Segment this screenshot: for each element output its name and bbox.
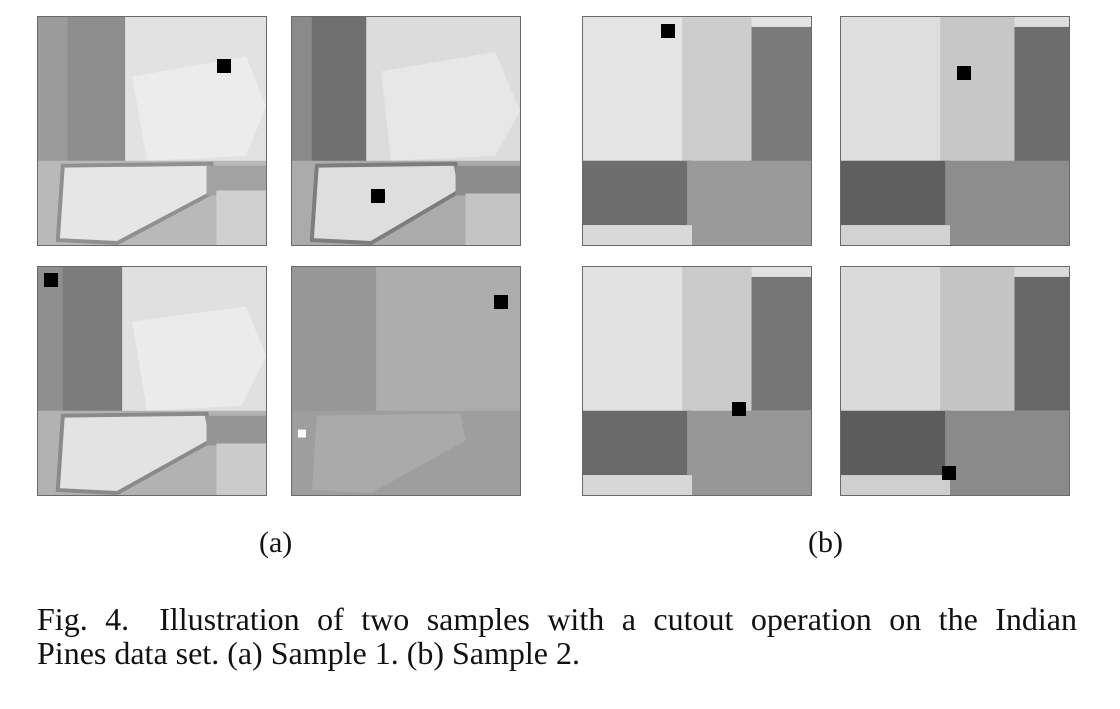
sample1-view1-patch <box>37 16 267 246</box>
cutout-mask <box>217 59 231 73</box>
sample1-view4-patch <box>291 266 521 496</box>
sample2-view1-patch <box>582 16 812 246</box>
cutout-mask <box>732 402 746 416</box>
subfigure-label-a: (a) <box>259 526 293 559</box>
sample1-view2-patch <box>291 16 521 246</box>
sample2-view4-patch <box>840 266 1070 496</box>
subfigure-label-b: (b) <box>808 526 843 559</box>
sample1-view3-patch <box>37 266 267 496</box>
caption-text-line-1: Illustration of two samples with a cutou… <box>159 601 1078 637</box>
sample2-view3-patch <box>582 266 812 496</box>
cutout-mask <box>661 24 675 38</box>
cutout-mask <box>957 66 971 80</box>
cutout-mask <box>494 295 508 309</box>
caption-text-line-2: Pines data set. (a) Sample 1. (b) Sample… <box>37 635 580 671</box>
cutout-mask <box>371 189 385 203</box>
cutout-mask <box>942 466 956 480</box>
cutout-mask <box>44 273 58 287</box>
figure-caption: Fig. 4. Illustration of two samples with … <box>37 602 1077 670</box>
sample2-view2-patch <box>840 16 1070 246</box>
figure-number: Fig. 4. <box>37 601 130 637</box>
caption-line-1: Fig. 4. Illustration of two samples with … <box>37 602 1077 636</box>
